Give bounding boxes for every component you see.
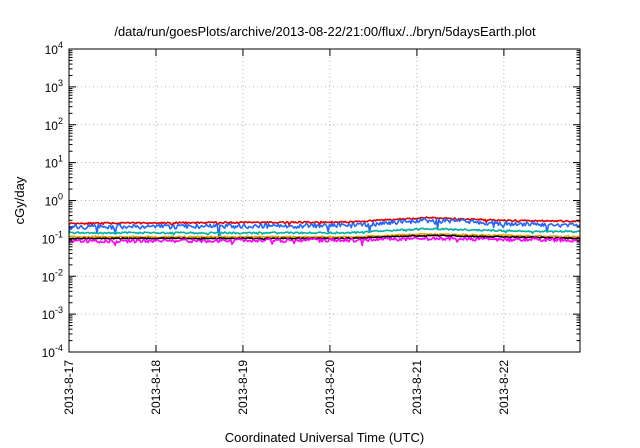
x-tick-label: 2013-8-17 <box>62 360 76 415</box>
y-tick-label: 104 <box>45 40 63 57</box>
y-tick-label: 101 <box>45 154 63 171</box>
axis-ticks: 10-4 10-3 10-2 10-1 100 101 102 103 104 2013-8-17… <box>42 40 580 415</box>
y-axis-label: cGy/day <box>12 176 27 224</box>
x-tick-label: 2013-8-19 <box>236 360 250 415</box>
y-tick-label: 103 <box>45 78 63 95</box>
series-line <box>68 217 581 237</box>
x-tick-label: 2013-8-18 <box>149 360 163 415</box>
y-tick-label: 10-2 <box>42 267 63 284</box>
y-tick-label: 10-3 <box>42 305 63 322</box>
series-line <box>68 216 581 226</box>
grid <box>69 49 580 352</box>
x-tick-label: 2013-8-20 <box>323 360 337 415</box>
y-tick-label: 10-4 <box>42 343 63 360</box>
series-line <box>68 227 581 237</box>
y-tick-label: 100 <box>45 192 63 209</box>
x-tick-label: 2013-8-22 <box>497 360 511 415</box>
series-group <box>68 216 581 247</box>
x-tick-label: 2013-8-21 <box>410 360 424 415</box>
y-tick-label: 102 <box>45 116 63 133</box>
chart-title: /data/run/goesPlots/archive/2013-08-22/2… <box>114 24 536 39</box>
y-tick-label: 10-1 <box>42 229 63 246</box>
series-line <box>68 232 581 240</box>
series-line <box>68 236 581 247</box>
x-axis-label: Coordinated Universal Time (UTC) <box>225 430 424 445</box>
series-line <box>68 234 581 242</box>
